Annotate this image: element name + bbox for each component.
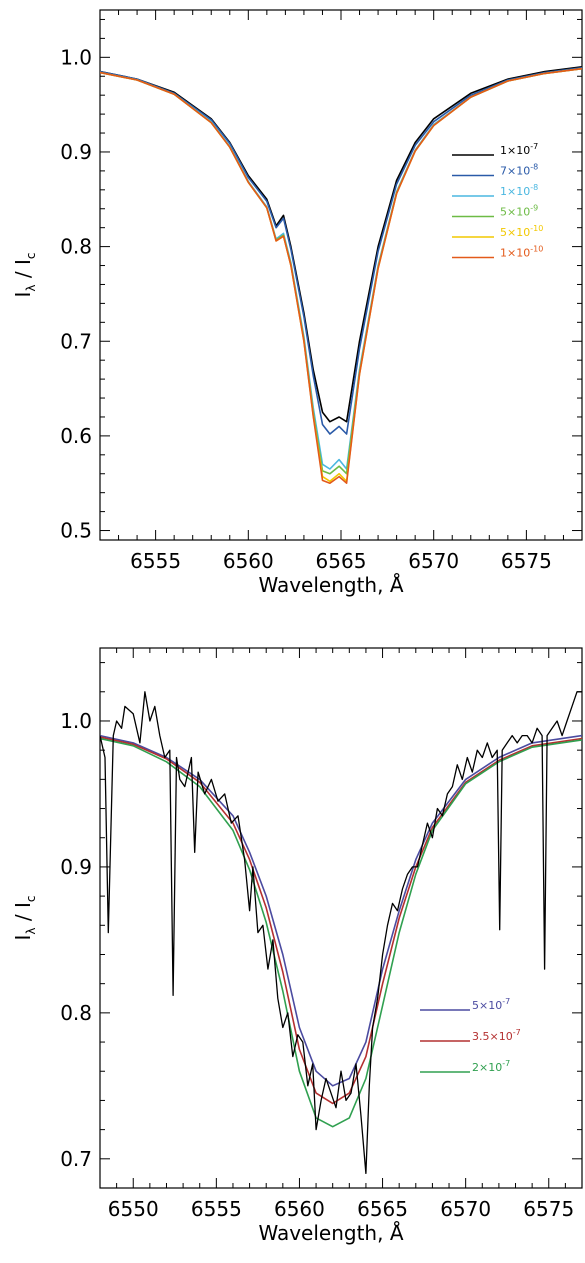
series-group <box>100 66 582 485</box>
series-line <box>100 67 582 475</box>
legend-label: 5×10-9 <box>500 204 538 219</box>
y-tick-label: 0.7 <box>60 329 92 353</box>
x-tick-label: 6560 <box>223 549 274 573</box>
x-axis-label: Wavelength, Å <box>258 1221 403 1245</box>
legend-label: 1×10-7 <box>500 142 538 157</box>
legend-label: 2×10-7 <box>472 1059 510 1074</box>
legend-label: 1×10-10 <box>500 245 543 260</box>
series-line <box>100 737 582 1128</box>
plot-frame <box>99 9 583 541</box>
series-line <box>100 67 582 485</box>
y-tick-label: 1.0 <box>60 45 92 69</box>
x-tick-label: 6575 <box>523 1197 574 1221</box>
y-tick-label: 1.0 <box>60 709 92 733</box>
y-axis-label: Iλ / Ic <box>11 896 38 941</box>
y-tick-label: 0.9 <box>60 855 92 879</box>
y-axis-label: Iλ / Ic <box>11 253 38 298</box>
legend-label: 7×10-8 <box>500 163 538 178</box>
legend-label: 5×10-7 <box>472 997 510 1012</box>
y-tick-label: 0.8 <box>60 1001 92 1025</box>
x-tick-label: 6565 <box>316 549 367 573</box>
x-tick-label: 6570 <box>408 549 459 573</box>
x-tick-label: 6555 <box>130 549 181 573</box>
x-tick-label: 6555 <box>191 1197 242 1221</box>
x-tick-label: 6550 <box>108 1197 159 1221</box>
series-line <box>100 736 582 1105</box>
y-tick-label: 0.9 <box>60 140 92 164</box>
top-chart-panel: 6555 6560 6565 6570 6575 0.5 0.6 0.7 0.8 0.9 1.0 Wa… <box>11 9 583 597</box>
y-tick-label: 0.7 <box>60 1147 92 1171</box>
bottom-chart-panel: 6550 6555 6560 6565 6570 6575 0.7 0.8 0.9 1.0 Wave… <box>11 647 583 1245</box>
series-line <box>100 67 582 470</box>
x-tick-label: 6565 <box>357 1197 408 1221</box>
series-line <box>100 66 582 423</box>
series-group <box>100 691 582 1175</box>
x-tick-label: 6570 <box>440 1197 491 1221</box>
series-line <box>100 734 582 1087</box>
plot-frame <box>99 647 583 1189</box>
legend-label: 3.5×10-7 <box>472 1028 521 1043</box>
y-tick-label: 0.8 <box>60 235 92 259</box>
legend-label: 5×10-10 <box>500 224 543 239</box>
series-line <box>100 67 582 483</box>
legend-label: 1×10-8 <box>500 183 538 198</box>
y-tick-label: 0.5 <box>60 519 92 543</box>
y-tick-label: 0.6 <box>60 424 92 448</box>
series-line <box>100 66 582 435</box>
observed-spectrum-line <box>100 691 582 1175</box>
x-axis-label: Wavelength, Å <box>258 573 403 597</box>
x-tick-label: 6560 <box>274 1197 325 1221</box>
x-tick-label: 6575 <box>501 549 552 573</box>
